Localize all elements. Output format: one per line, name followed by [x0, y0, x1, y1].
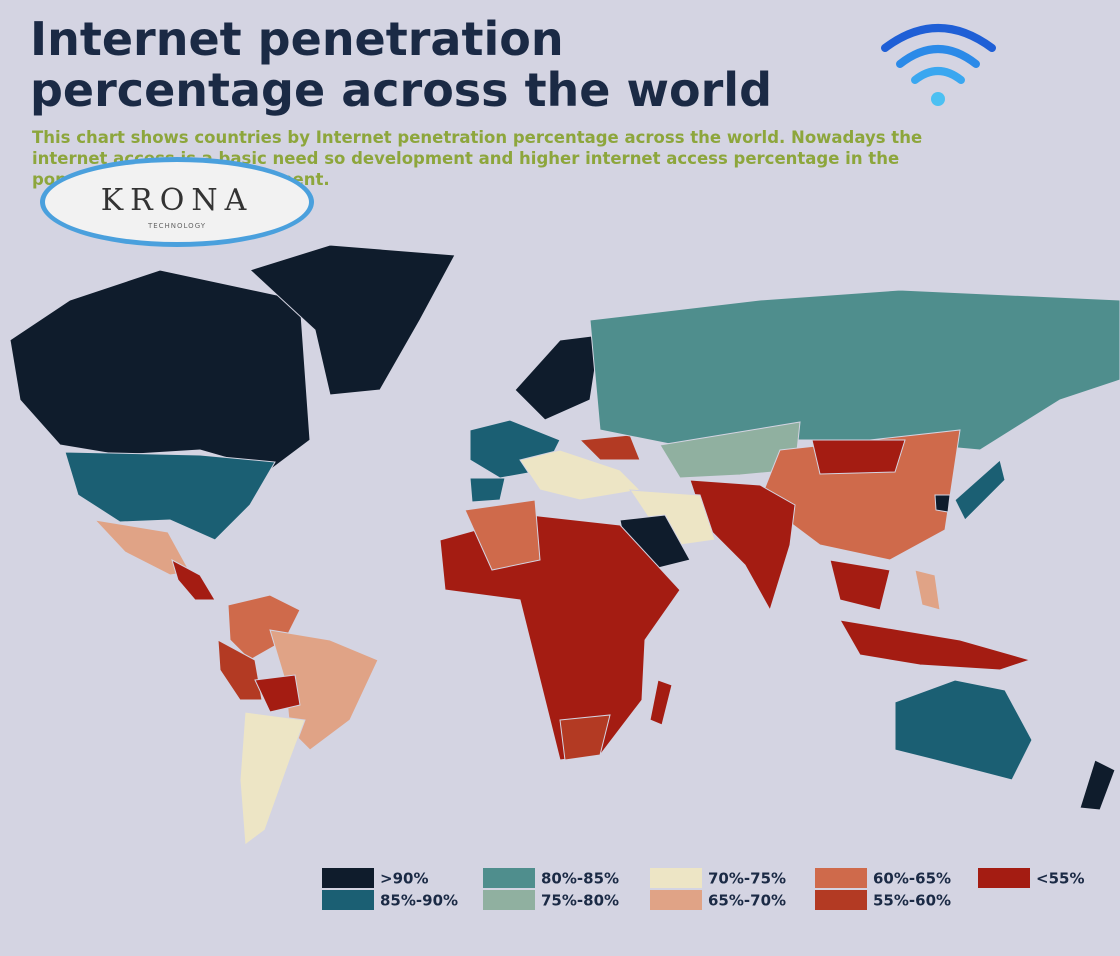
country-region [689, 479, 796, 612]
legend-swatch [815, 868, 867, 888]
legend-label: 60%-65% [873, 870, 951, 888]
legend-swatch [483, 890, 535, 910]
wifi-icon [881, 24, 996, 106]
country-region [829, 559, 891, 611]
country-region [1079, 759, 1116, 811]
country-region [649, 679, 673, 726]
country-region [239, 711, 306, 846]
legend-label: 75%-80% [541, 892, 619, 910]
legend-swatch [650, 890, 702, 910]
country-region [439, 514, 681, 761]
country-region [954, 459, 1006, 521]
country-region [811, 439, 906, 475]
legend-label: 85%-90% [380, 892, 458, 910]
country-region [914, 569, 941, 611]
logo-name: KRONA [101, 183, 254, 218]
country-region [589, 289, 1120, 451]
country-region [514, 334, 601, 421]
country-region [934, 494, 951, 513]
title-line: Internet penetration [30, 12, 564, 66]
country-region [254, 674, 301, 713]
country-region [64, 451, 276, 541]
subtitle-line: internet access is a basic need so devel… [32, 149, 899, 168]
legend-swatch [650, 868, 702, 888]
country-region [217, 639, 263, 701]
legend-label: 80%-85% [541, 870, 619, 888]
country-region [469, 477, 506, 503]
subtitle-line: This chart shows countries by Internet p… [32, 128, 922, 147]
country-region [519, 449, 642, 501]
country-region [629, 489, 716, 546]
legend-swatch [815, 890, 867, 910]
legend-label: <55% [1036, 870, 1084, 888]
legend-swatch [322, 890, 374, 910]
legend-label: >90% [380, 870, 428, 888]
country-region [839, 619, 1032, 671]
legend-label: 70%-75% [708, 870, 786, 888]
title-line: percentage across the world [30, 63, 772, 117]
legend-label: 65%-70% [708, 892, 786, 910]
logo-tagline: TECHNOLOGY [147, 222, 206, 230]
world-map [9, 244, 1120, 846]
logo: KRONA TECHNOLOGY [40, 157, 314, 247]
legend-swatch [322, 868, 374, 888]
country-region [559, 714, 611, 761]
country-region [894, 679, 1033, 781]
legend: >90% 85%-90% 80%-85% 75%-80% 70%-75% 65%-70% 6… [322, 868, 1084, 910]
legend-swatch [978, 868, 1030, 888]
country-region [171, 558, 216, 601]
legend-label: 55%-60% [873, 892, 951, 910]
country-region [659, 421, 801, 479]
country-region [578, 434, 641, 461]
country-region [9, 269, 311, 471]
country-region [249, 244, 456, 396]
legend-swatch [483, 868, 535, 888]
country-region [464, 499, 541, 571]
